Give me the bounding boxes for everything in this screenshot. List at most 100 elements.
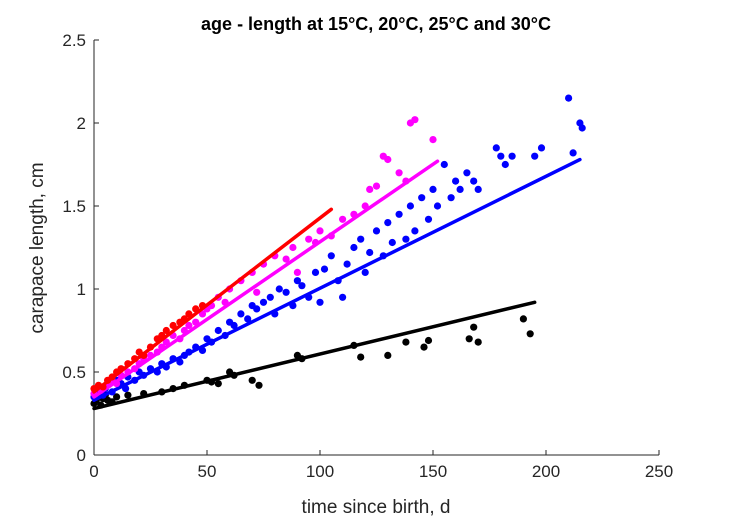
fit-line [92, 157, 582, 402]
data-point [411, 227, 419, 235]
data-point [350, 243, 358, 252]
data-point [452, 177, 460, 185]
data-point [366, 185, 374, 193]
data-point [470, 323, 478, 331]
data-point [388, 238, 396, 247]
data-point [424, 215, 433, 223]
y-tick-label: 1 [77, 280, 86, 299]
data-point [293, 277, 301, 285]
series-group [90, 116, 440, 399]
data-point [198, 310, 207, 318]
data-point [311, 268, 320, 276]
y-tick-label: 1.5 [62, 197, 86, 216]
data-point [565, 94, 573, 102]
data-point [169, 321, 177, 330]
y-tick-label: 0 [77, 446, 86, 465]
series-layer [90, 94, 586, 411]
data-point [282, 288, 290, 296]
data-point [537, 144, 546, 152]
data-point [402, 338, 410, 346]
data-point [406, 202, 414, 210]
x-ticks: 0 50 100 150 200 250 [89, 450, 673, 481]
data-point [508, 152, 516, 160]
data-point [361, 268, 369, 276]
data-point [519, 315, 528, 323]
series-group [90, 207, 334, 394]
data-point [214, 326, 222, 335]
data-point [298, 282, 306, 290]
data-point [384, 351, 392, 359]
data-point [305, 235, 313, 243]
data-point [402, 235, 410, 243]
data-point [343, 260, 351, 268]
data-point [492, 144, 500, 152]
data-point [440, 160, 448, 169]
data-point [214, 380, 222, 388]
data-point [320, 265, 329, 273]
fit-line [92, 300, 537, 411]
x-tick-label: 0 [89, 462, 98, 481]
y-tick-label: 2.5 [62, 31, 86, 50]
data-point [230, 321, 238, 330]
data-point [293, 268, 301, 276]
data-point [395, 169, 403, 177]
data-point [372, 182, 381, 190]
data-point [255, 381, 263, 389]
data-point [316, 227, 324, 235]
data-point [259, 298, 268, 306]
data-point [266, 293, 274, 301]
fit-line [92, 207, 334, 394]
data-point [124, 391, 132, 399]
x-axis-label: time since birth, d [302, 497, 451, 518]
data-point [372, 227, 381, 235]
data-point [357, 353, 365, 361]
data-point [162, 326, 170, 335]
data-point [185, 321, 193, 330]
data-point [395, 210, 403, 218]
data-point [429, 185, 437, 193]
data-point [420, 343, 428, 351]
y-tick-label: 2 [77, 114, 86, 133]
series-group [90, 94, 586, 402]
y-axis-label: carapace length, cm [27, 162, 48, 333]
data-point [384, 155, 392, 164]
data-point [244, 315, 252, 323]
data-point [275, 285, 283, 293]
data-point [569, 149, 577, 157]
x-tick-label: 250 [645, 462, 673, 481]
data-point [447, 194, 455, 202]
data-point [289, 243, 297, 252]
data-point [474, 338, 482, 346]
data-point [456, 185, 464, 193]
chart-title: age - length at 15°C, 20°C, 25°C and 30°… [201, 14, 551, 34]
data-point [418, 194, 426, 202]
x-tick-label: 200 [532, 462, 560, 481]
data-point [316, 298, 324, 306]
data-point [162, 338, 170, 346]
data-point [384, 219, 392, 227]
data-point [424, 336, 433, 345]
y-ticks: 0 0.5 1 1.5 2 2.5 [62, 31, 99, 465]
data-point [531, 152, 539, 160]
data-point [237, 310, 245, 318]
data-point [248, 376, 256, 384]
data-point [474, 185, 482, 193]
x-tick-label: 100 [306, 462, 334, 481]
data-point [526, 330, 534, 338]
data-point [465, 335, 473, 343]
data-point [253, 305, 261, 313]
data-point [411, 116, 419, 124]
data-point [113, 393, 121, 401]
fit-line [92, 159, 440, 399]
data-point [339, 293, 347, 301]
data-point [327, 252, 335, 260]
y-tick-label: 0.5 [62, 363, 86, 382]
data-point [282, 255, 290, 263]
data-point [366, 248, 374, 257]
x-tick-label: 50 [198, 462, 217, 481]
data-point [429, 136, 437, 144]
data-point [253, 288, 261, 296]
data-point [433, 202, 442, 210]
data-point [463, 169, 471, 177]
